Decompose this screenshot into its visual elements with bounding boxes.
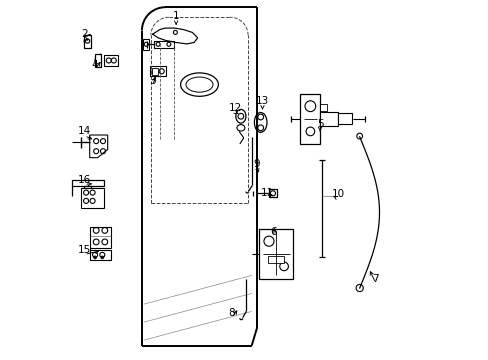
Bar (151, 68, 158, 75)
Bar (300, 94, 320, 144)
Bar (84, 35, 91, 48)
Bar (268, 189, 276, 197)
Text: 2: 2 (81, 29, 87, 39)
Bar (84, 186, 91, 196)
Text: 3: 3 (149, 76, 156, 86)
Text: 13: 13 (255, 96, 268, 106)
Text: 1: 1 (172, 11, 179, 21)
Text: 14: 14 (78, 126, 91, 136)
Polygon shape (89, 227, 111, 248)
Text: 11: 11 (261, 188, 274, 198)
Text: 6: 6 (269, 227, 276, 237)
Bar (337, 113, 352, 124)
Bar (267, 256, 284, 263)
Ellipse shape (235, 109, 245, 123)
Bar (104, 55, 118, 66)
Text: 7: 7 (372, 274, 378, 284)
Text: 5: 5 (316, 119, 323, 129)
Text: 4: 4 (92, 60, 98, 70)
Text: 8: 8 (228, 308, 235, 318)
Bar (153, 41, 173, 48)
Bar (258, 229, 292, 279)
Text: 10: 10 (331, 189, 344, 199)
Bar (72, 180, 104, 186)
Text: 9: 9 (253, 159, 260, 169)
Bar (320, 112, 337, 126)
Text: 12: 12 (228, 103, 242, 113)
Bar (320, 104, 326, 111)
Polygon shape (89, 135, 107, 158)
Ellipse shape (254, 112, 266, 132)
Bar (142, 39, 149, 50)
Ellipse shape (180, 73, 218, 96)
Text: 15: 15 (78, 245, 91, 255)
Bar (89, 250, 111, 260)
Bar (81, 188, 104, 208)
Ellipse shape (185, 77, 213, 92)
Bar (95, 54, 101, 67)
Ellipse shape (237, 125, 244, 131)
Bar (150, 66, 166, 76)
Text: 16: 16 (78, 175, 91, 185)
